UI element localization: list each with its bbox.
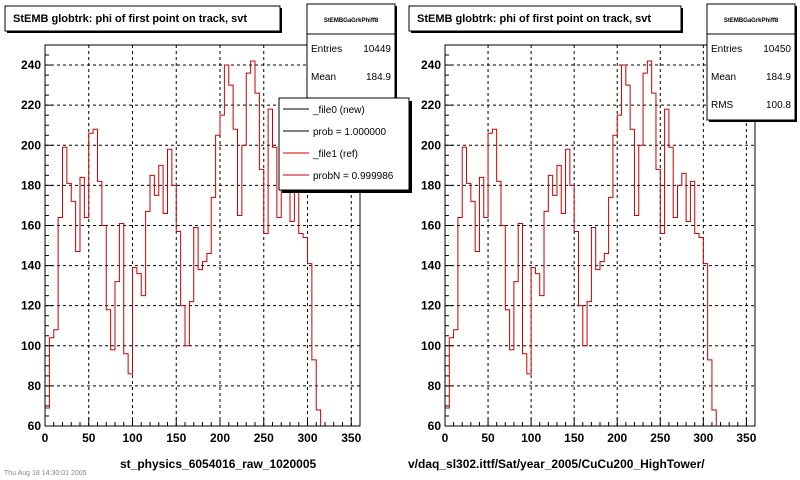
footer-file-name-left: st_physics_6054016_raw_1020005 — [120, 457, 317, 471]
chart2-x-tick-label: 350 — [736, 431, 756, 445]
chart1-y-tick-label: 240 — [21, 58, 41, 72]
chart2-stats-mean-value: 184.9 — [766, 72, 791, 83]
chart1-y-tick-label: 140 — [21, 259, 41, 273]
chart1-x-tick-label: 50 — [82, 431, 96, 445]
chart2-histogram-line — [445, 60, 717, 426]
chart2-y-tick-label: 120 — [421, 299, 441, 313]
chart1-legend-label-3: _file1 (ref) — [312, 149, 358, 160]
chart1-x-tick-label: 0 — [42, 431, 49, 445]
chart2-title: StEMB globtrk: phi of first point on tra… — [417, 13, 651, 25]
chart1-y-tick-label: 120 — [21, 299, 41, 313]
chart1-x-tick-label: 200 — [210, 431, 230, 445]
chart2-stats-title: StEMBGaGrkPhiff8 — [724, 18, 779, 24]
chart2-y-tick-label: 240 — [421, 58, 441, 72]
chart1-legend: _file0 (new) prob = 1.000000 _file1 (ref) p… — [278, 97, 412, 193]
chart1-legend-label-1: _file0 (new) — [312, 105, 365, 116]
chart1-y-tick-label: 200 — [21, 138, 41, 152]
chart2-stats-box — [706, 3, 796, 121]
chart2-stats-rms-value: 100.8 — [766, 100, 791, 111]
footer-file-path-right: v/daq_sl302.ittf/Sat/year_2005/CuCu200_H… — [408, 457, 705, 471]
chart2-x-tick-label: 50 — [481, 431, 495, 445]
chart1-stats-mean-value: 184.9 — [366, 72, 391, 83]
chart2-x-tick-label: 0 — [442, 431, 449, 445]
chart2-y-tick-label: 220 — [421, 98, 441, 112]
chart2-title-box — [408, 5, 682, 32]
chart2-y-tick-label: 140 — [421, 259, 441, 273]
chart2-x-tick-label: 250 — [650, 431, 670, 445]
chart2-y-tick-label: 100 — [421, 339, 441, 353]
chart1-x-tick-label: 350 — [341, 431, 361, 445]
chart1-stats-entries-label: Entries — [311, 44, 342, 55]
chart1-histogram-line — [45, 60, 322, 426]
chart1-x-tick-label: 100 — [122, 431, 142, 445]
chart1-legend-label-4: probN = 0.999986 — [313, 171, 394, 182]
chart1-title: StEMB globtrk: phi of first point on tra… — [13, 13, 247, 25]
chart1-stats-entries-value: 10449 — [363, 44, 391, 55]
chart2-x-tick-label: 200 — [607, 431, 627, 445]
chart2-y-tick-label: 60 — [428, 419, 442, 433]
chart2-x-tick-label: 300 — [693, 431, 713, 445]
chart1-y-tick-label: 180 — [21, 178, 41, 192]
chart1-y-tick-label: 160 — [21, 218, 41, 232]
chart2-stats-entries-value: 10450 — [763, 44, 791, 55]
chart1-x-tick-label: 250 — [254, 431, 274, 445]
chart1-y-tick-label: 60 — [28, 419, 42, 433]
chart2-plot-area — [445, 45, 755, 426]
footer-timestamp: Thu Aug 18 14:30:01 2005 — [4, 470, 87, 477]
chart1-legend-label-2: prob = 1.000000 — [313, 127, 387, 138]
chart1-y-tick-label: 220 — [21, 98, 41, 112]
chart1-stats-mean-label: Mean — [311, 72, 336, 83]
chart2-stats-mean-label: Mean — [711, 72, 736, 83]
chart2-x-tick-label: 150 — [564, 431, 584, 445]
chart2-x-tick-label: 100 — [521, 431, 541, 445]
chart1-x-tick-label: 150 — [166, 431, 186, 445]
chart2-y-tick-label: 160 — [421, 218, 441, 232]
chart1-y-tick-label: 80 — [28, 379, 42, 393]
chart2-stats-entries-label: Entries — [711, 44, 742, 55]
chart1-x-tick-label: 300 — [297, 431, 317, 445]
chart2-stats-rms-label: RMS — [711, 100, 734, 111]
chart1-stats-title: StEMBGaGrkPhiff8 — [324, 18, 379, 24]
chart2-y-tick-label: 80 — [428, 379, 442, 393]
chart1-y-tick-label: 100 — [21, 339, 41, 353]
chart1-title-box — [4, 5, 281, 32]
chart2-y-tick-label: 200 — [421, 138, 441, 152]
chart2-y-tick-label: 180 — [421, 178, 441, 192]
